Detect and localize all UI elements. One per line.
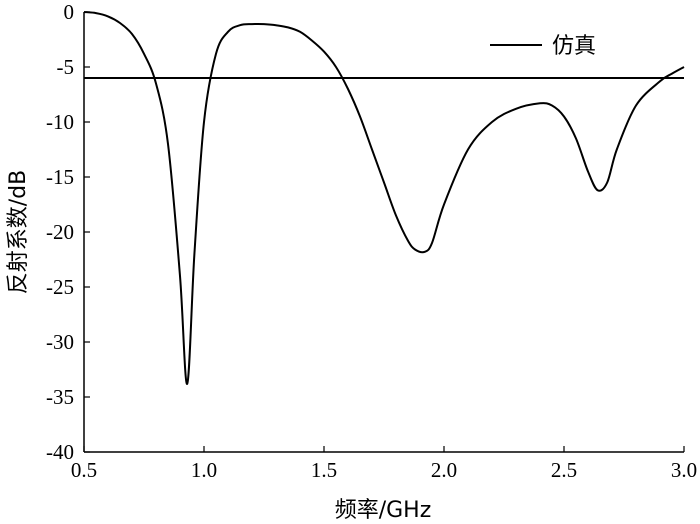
x-tick-label: 2.5 bbox=[551, 458, 577, 482]
series-line-simulation bbox=[83, 11, 685, 385]
y-tick-label: -30 bbox=[46, 330, 74, 354]
series-layer bbox=[83, 11, 685, 385]
x-tick-label: 1.0 bbox=[191, 458, 217, 482]
y-axis: 0 -5 -10 -15 -20 -25 -30 -35 -40 bbox=[46, 0, 90, 464]
x-tick-label: 1.5 bbox=[311, 458, 337, 482]
y-tick-label: -15 bbox=[46, 165, 74, 189]
y-tick-label: -35 bbox=[46, 385, 74, 409]
y-tick-label: -5 bbox=[57, 55, 75, 79]
legend-label: 仿真 bbox=[552, 34, 596, 59]
legend: 仿真 bbox=[490, 34, 596, 59]
x-axis: 0.5 1.0 1.5 2.0 2.5 3.0 bbox=[71, 446, 697, 482]
y-axis-title: 反射系数/dB bbox=[6, 170, 31, 294]
x-axis-title: 频率/GHz bbox=[335, 498, 432, 523]
x-tick-label: 0.5 bbox=[71, 458, 97, 482]
y-tick-label: -40 bbox=[46, 440, 74, 464]
y-tick-label: -10 bbox=[46, 110, 74, 134]
y-tick-label: -25 bbox=[46, 275, 74, 299]
y-tick-label: 0 bbox=[64, 0, 75, 24]
x-tick-label: 2.0 bbox=[431, 458, 457, 482]
x-tick-label: 3.0 bbox=[671, 458, 697, 482]
y-tick-label: -20 bbox=[46, 220, 74, 244]
